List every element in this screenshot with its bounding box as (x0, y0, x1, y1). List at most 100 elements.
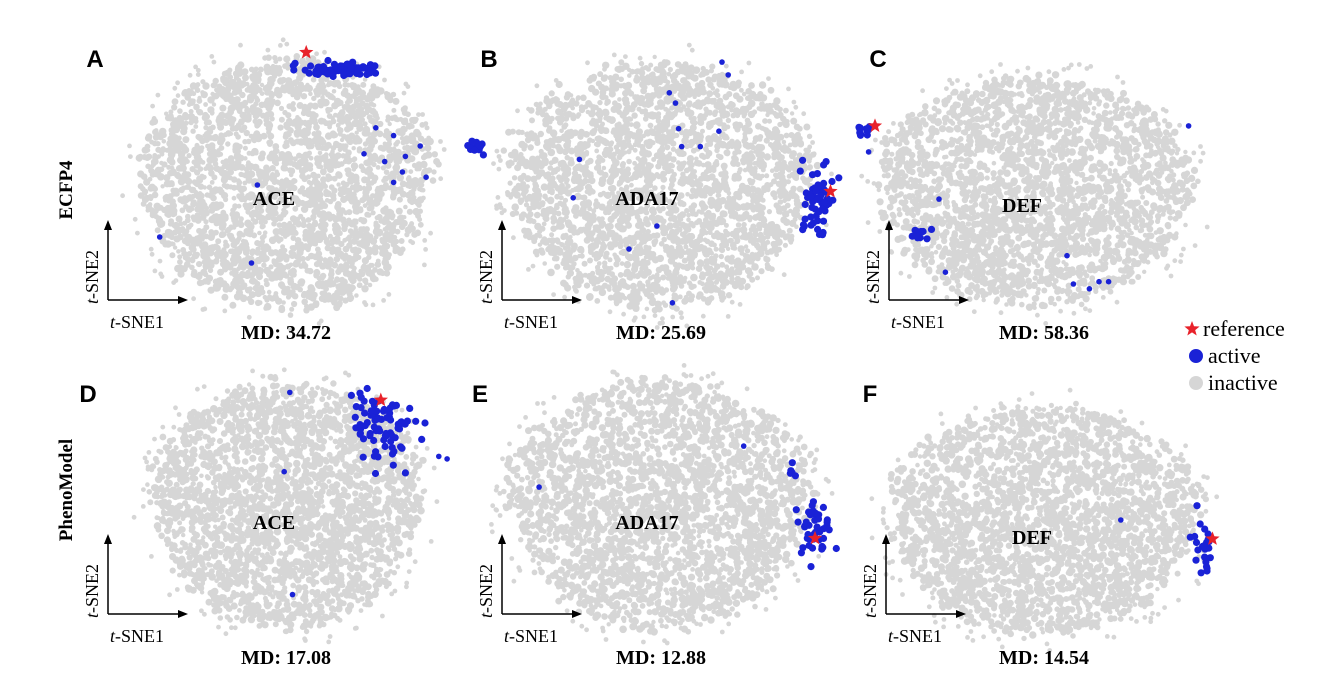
inactive-point (806, 133, 813, 139)
inactive-point (314, 51, 319, 57)
inactive-point (300, 110, 307, 117)
inactive-point (189, 257, 196, 264)
inactive-point (255, 168, 263, 176)
inactive-point (334, 97, 342, 105)
inactive-point (648, 62, 654, 68)
inactive-point (210, 145, 216, 151)
inactive-point (711, 181, 719, 189)
inactive-point (253, 279, 259, 284)
inactive-point (238, 259, 245, 266)
inactive-point (243, 156, 248, 161)
inactive-point (316, 173, 321, 179)
inactive-point (308, 287, 314, 294)
inactive-point (725, 292, 733, 299)
inactive-point (227, 286, 233, 293)
inactive-point (216, 186, 224, 194)
inactive-point (774, 252, 779, 258)
inactive-point (573, 279, 580, 287)
inactive-point (374, 215, 380, 221)
inactive-point (250, 107, 259, 115)
inactive-point (327, 277, 334, 284)
inactive-point (181, 250, 188, 257)
inactive-point (705, 280, 712, 287)
inactive-point (748, 150, 754, 156)
inactive-point (319, 290, 325, 296)
inactive-point (182, 198, 189, 205)
inactive-point (617, 295, 623, 301)
inactive-point (385, 264, 392, 271)
inactive-point (167, 169, 174, 177)
inactive-point (169, 159, 176, 166)
inactive-point (505, 128, 513, 136)
inactive-point (317, 136, 325, 144)
inactive-point (232, 206, 237, 211)
inactive-point (700, 65, 706, 72)
inactive-point (705, 135, 713, 143)
inactive-point (507, 180, 513, 186)
inactive-point (313, 300, 320, 307)
inactive-point (690, 273, 698, 282)
inactive-point (521, 227, 528, 234)
inactive-point (331, 161, 339, 169)
inactive-point (654, 89, 661, 96)
inactive-point (417, 135, 425, 142)
inactive-point (280, 271, 288, 278)
inactive-point (381, 298, 386, 303)
inactive-point (648, 163, 654, 169)
inactive-point (772, 126, 779, 134)
inactive-point (771, 151, 777, 157)
inactive-point (531, 165, 540, 173)
inactive-point (327, 198, 334, 205)
inactive-point (137, 192, 145, 199)
inactive-point (235, 134, 241, 140)
inactive-point (290, 267, 296, 273)
inactive-point (202, 82, 210, 90)
inactive-point (667, 216, 674, 222)
inactive-point (176, 249, 181, 254)
inactive-point (409, 145, 414, 151)
inactive-point (643, 65, 649, 71)
inactive-point (619, 261, 625, 266)
inactive-point (800, 175, 806, 181)
inactive-point (597, 99, 603, 106)
inactive-point (401, 106, 408, 113)
inactive-point (337, 127, 344, 134)
inactive-point (199, 213, 207, 221)
inactive-point (399, 246, 406, 253)
inactive-point (717, 154, 724, 161)
inactive-point (210, 124, 216, 131)
inactive-point (221, 293, 229, 301)
inactive-point (724, 135, 730, 141)
inactive-point (620, 128, 629, 136)
inactive-point (345, 103, 352, 110)
inactive-point (702, 251, 707, 257)
inactive-point (281, 300, 286, 305)
inactive-point (698, 84, 706, 92)
inactive-point (183, 261, 191, 268)
inactive-point (229, 301, 237, 309)
inactive-point (408, 136, 415, 143)
inactive-point (229, 125, 236, 132)
inactive-point (224, 243, 230, 249)
inactive-point (174, 171, 181, 179)
inactive-point (293, 129, 300, 136)
inactive-point (426, 135, 432, 141)
inactive-point (424, 144, 432, 152)
inactive-point (231, 89, 239, 96)
inactive-point (558, 195, 564, 201)
inactive-point (236, 178, 241, 183)
inactive-point (751, 155, 756, 161)
inactive-point (372, 110, 378, 116)
inactive-point (546, 127, 553, 134)
inactive-point (161, 139, 167, 144)
inactive-point (279, 229, 288, 237)
inactive-point (666, 222, 674, 230)
inactive-point (351, 146, 356, 151)
inactive-point (329, 153, 337, 160)
inactive-point (236, 107, 242, 113)
inactive-point (184, 177, 193, 186)
inactive-point (680, 176, 687, 184)
inactive-point (285, 112, 292, 119)
inactive-point (422, 262, 427, 268)
inactive-point (646, 245, 652, 251)
